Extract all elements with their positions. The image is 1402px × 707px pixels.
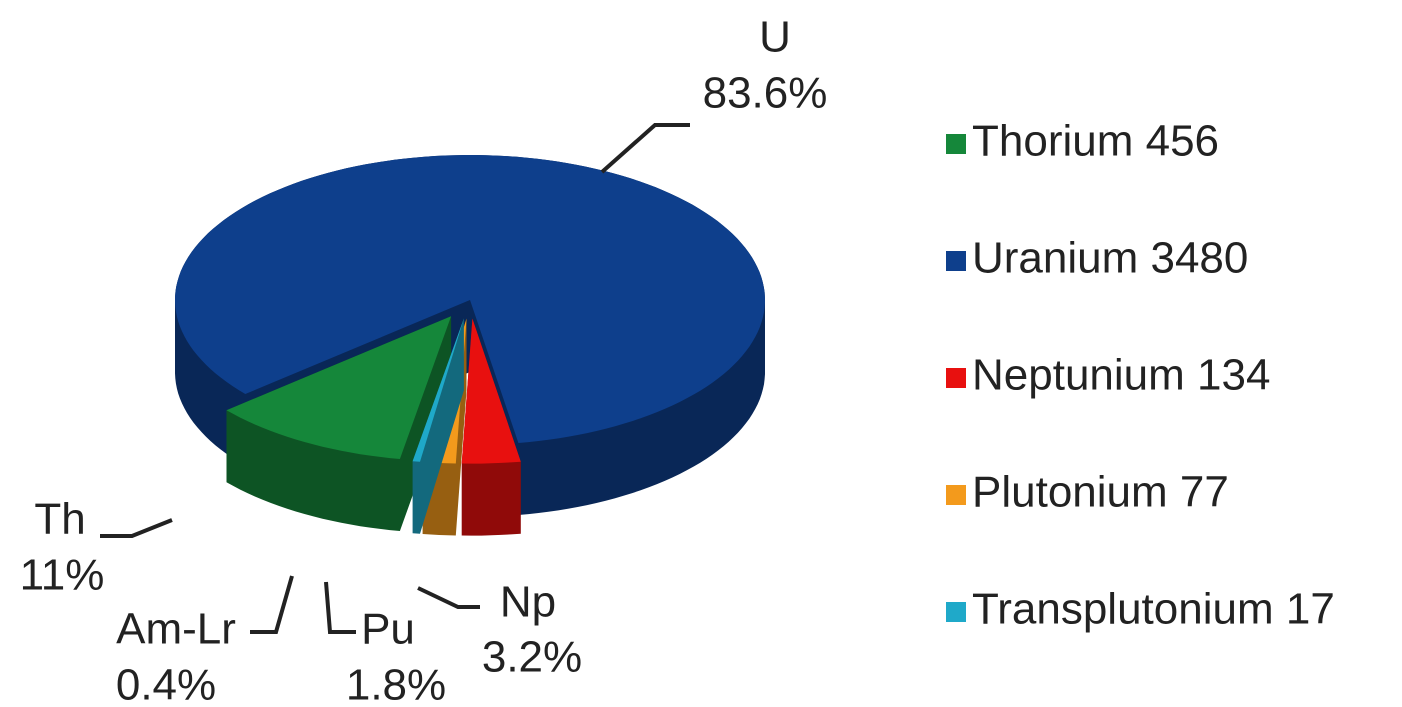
leader-line [100,518,173,538]
slice [412,318,464,462]
leader-line [250,575,294,634]
slice [226,316,452,459]
legend-swatch [946,251,966,271]
legend-label: Uranium 3480 [972,234,1248,283]
slice [461,318,521,464]
data-label: 3.2% [482,633,582,682]
data-label: 0.4% [116,661,216,707]
legend-label: Plutonium 77 [972,468,1229,517]
slice-label: Pu [361,605,415,654]
legend-swatch [946,602,966,622]
legend-label: Transplutonium 17 [972,585,1335,634]
data-label: 83.6% [703,69,828,118]
legend-swatch [946,134,966,154]
slice [175,155,765,443]
leader-line [324,581,356,634]
leader-line [417,586,480,609]
slice-label: Np [500,578,556,627]
legend-label: Neptunium 134 [972,351,1270,400]
legend-label: Thorium 456 [972,117,1219,166]
slice-label: U [759,13,791,62]
legend-swatch [946,368,966,388]
leader-line [600,123,690,174]
data-label: 1.8% [346,661,446,707]
slice-label: Am-Lr [116,605,236,654]
data-label: 11% [20,551,105,600]
legend-swatch [946,485,966,505]
slice-label: Th [34,495,85,544]
slice-side [412,318,464,534]
